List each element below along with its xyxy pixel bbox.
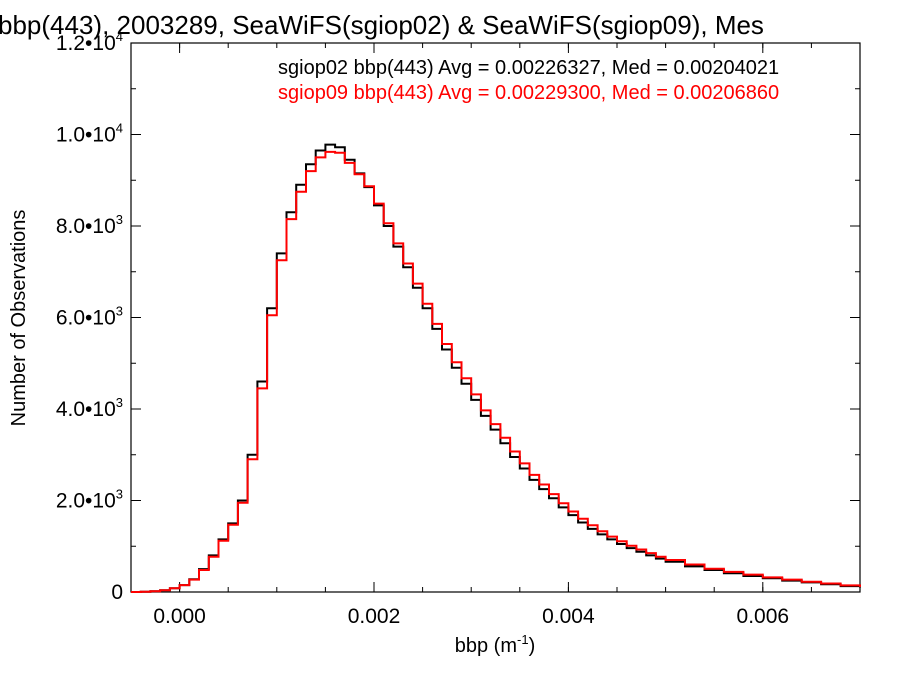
x-tick-label: 0.000 bbox=[153, 605, 206, 628]
legend-entry-sgiop09: sgiop09 bbp(443) Avg = 0.00229300, Med =… bbox=[278, 82, 779, 104]
x-tick-label: 0.004 bbox=[542, 605, 595, 628]
chart-title: bbp(443), 2003289, SeaWiFS(sgiop02) & Se… bbox=[0, 10, 764, 40]
x-axis: 0.000 0.002 0.004 0.006 bbox=[130, 43, 861, 628]
legend: sgiop02 bbp(443) Avg = 0.00226327, Med =… bbox=[278, 57, 779, 104]
series-line-sgiop02 bbox=[131, 143, 861, 593]
plot-frame bbox=[130, 42, 861, 593]
legend-entry-sgiop02: sgiop02 bbp(443) Avg = 0.00226327, Med =… bbox=[278, 57, 779, 79]
x-tick-label: 0.006 bbox=[737, 605, 790, 628]
x-axis-label: bbp (m-1) bbox=[455, 632, 535, 657]
series-line-sgiop09 bbox=[131, 150, 861, 593]
y-tick-label: 8.0•103 bbox=[56, 212, 123, 238]
y-tick-label: 4.0•103 bbox=[56, 395, 123, 421]
y-tick-label: 0 bbox=[111, 581, 123, 604]
x-tick-label: 0.002 bbox=[348, 605, 401, 628]
y-tick-label: 1.0•104 bbox=[56, 121, 123, 147]
y-tick-label: 2.0•103 bbox=[56, 487, 123, 513]
series-layer bbox=[131, 143, 861, 593]
y-tick-label: 6.0•103 bbox=[56, 304, 123, 330]
y-tick-label: 1.2•104 bbox=[56, 29, 123, 55]
y-axis-label: Number of Observations bbox=[8, 210, 30, 427]
y-axis: 0 2.0•103 4.0•103 6.0•103 8.0•103 1.0•104 1.2•… bbox=[56, 29, 860, 604]
